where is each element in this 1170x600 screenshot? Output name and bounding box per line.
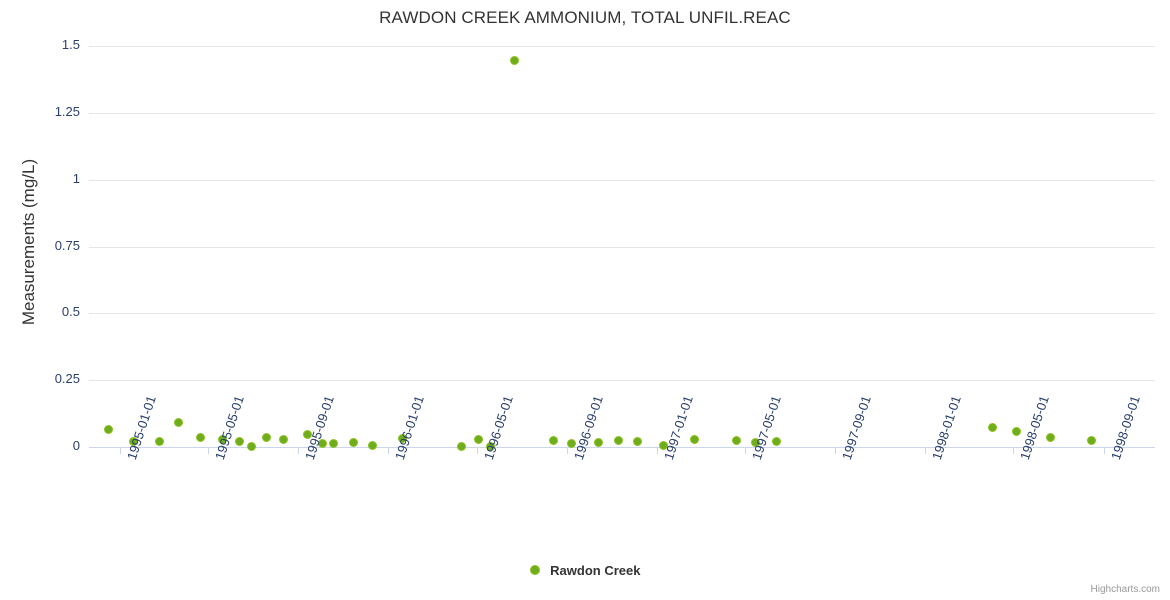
y-axis-tick-label: 1.5 (61, 37, 80, 52)
data-point[interactable] (772, 436, 782, 446)
data-point[interactable] (751, 437, 761, 447)
data-point[interactable] (632, 436, 642, 446)
data-point[interactable] (690, 434, 700, 444)
data-point[interactable] (485, 441, 495, 451)
y-axis-tick-label: 0 (72, 438, 80, 453)
data-point[interactable] (247, 441, 257, 451)
data-point[interactable] (1011, 426, 1021, 436)
y-axis-tick-label: 1.25 (54, 103, 80, 119)
data-point[interactable] (173, 418, 183, 428)
legend-marker-icon (529, 564, 540, 575)
data-point[interactable] (732, 436, 741, 445)
plot-area (89, 46, 1155, 452)
x-axis-tick-mark (208, 447, 210, 454)
data-point[interactable] (1046, 432, 1056, 442)
data-point[interactable] (549, 436, 559, 446)
data-point[interactable] (456, 442, 466, 452)
data-point[interactable] (235, 436, 245, 446)
data-point[interactable] (566, 438, 576, 448)
x-axis-tick-mark (388, 447, 389, 454)
x-axis-tick-mark (1103, 447, 1105, 454)
y-axis-tick-label: 1 (72, 170, 80, 186)
x-axis-tick-mark (1013, 447, 1015, 454)
data-point[interactable] (278, 435, 288, 445)
x-axis-line (89, 447, 1155, 448)
data-point[interactable] (349, 438, 359, 448)
x-axis-tick-mark (119, 447, 121, 454)
y-axis-tick-label: 0.25 (54, 371, 80, 387)
chart-legend: Rawdon Creek (0, 562, 1170, 578)
data-point[interactable] (613, 436, 623, 445)
data-point[interactable] (154, 436, 164, 446)
data-point[interactable] (218, 434, 228, 444)
gridline (89, 313, 1155, 315)
x-axis-tick-mark (656, 447, 658, 454)
y-axis-tick-label: 0.5 (61, 304, 80, 320)
legend-item-label: Rawdon Creek (550, 563, 641, 579)
gridline (89, 179, 1155, 181)
data-point[interactable] (658, 440, 668, 450)
x-axis-tick-mark (298, 447, 300, 454)
gridline (89, 112, 1155, 114)
x-axis-tick-mark (745, 447, 747, 454)
x-axis-tick-mark (925, 447, 927, 454)
chart-title: RAWDON CREEK AMMONIUM, TOTAL UNFIL.REAC (379, 8, 791, 27)
data-point[interactable] (103, 424, 113, 434)
data-point[interactable] (329, 439, 339, 449)
data-point[interactable] (368, 441, 378, 451)
data-point[interactable] (128, 436, 138, 446)
gridline (89, 46, 1155, 47)
gridline (89, 380, 1155, 382)
data-point[interactable] (1086, 436, 1096, 445)
data-point[interactable] (261, 432, 271, 442)
data-point[interactable] (317, 438, 327, 448)
data-point[interactable] (988, 423, 998, 433)
data-point[interactable] (593, 438, 603, 448)
x-axis-tick-mark (567, 447, 569, 454)
x-axis-tick-mark (476, 447, 478, 454)
legend-item-rawdon-creek[interactable]: Rawdon Creek (529, 562, 641, 579)
data-point[interactable] (398, 433, 408, 443)
x-axis-tick-mark (835, 447, 837, 454)
data-point[interactable] (302, 430, 312, 440)
data-point[interactable] (196, 432, 206, 442)
data-point[interactable] (510, 55, 520, 65)
highcharts-credits[interactable]: Highcharts.com (1090, 584, 1160, 595)
x-axis-labels: 1995-01-01 1995-05-01 1995-09-01 1996-01-01… (89, 394, 1155, 557)
y-axis-tick-label: 0.75 (54, 237, 80, 253)
y-axis-labels: 1.5 1.25 1 0.75 0.5 0.25 0 (8, 37, 80, 453)
gridline (89, 246, 1155, 248)
data-point[interactable] (474, 435, 484, 445)
